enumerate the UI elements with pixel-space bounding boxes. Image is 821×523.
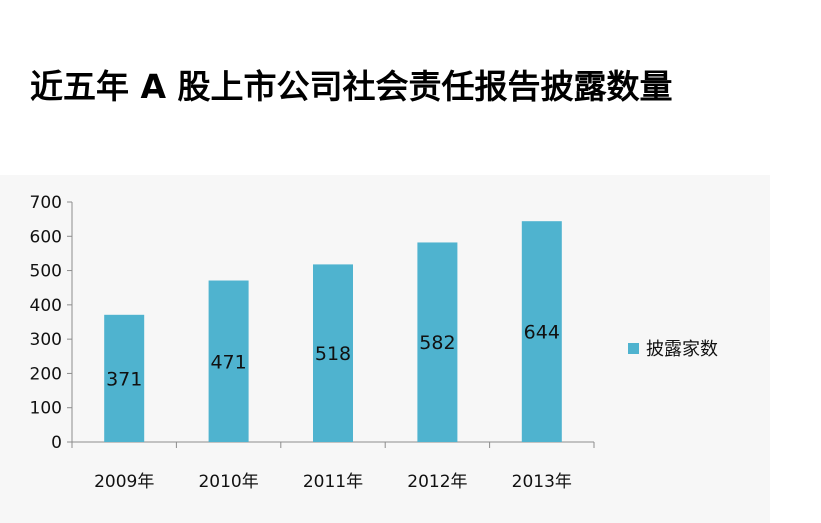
- y-tick-label: 500: [30, 262, 62, 282]
- x-tick-label: 2010年: [198, 472, 258, 492]
- y-tick-label: 600: [30, 227, 62, 247]
- legend-label: 披露家数: [646, 339, 718, 360]
- chart-title: 近五年 A 股上市公司社会责任报告披露数量: [30, 67, 673, 106]
- y-tick-label: 300: [30, 330, 62, 350]
- legend-swatch: [628, 343, 639, 354]
- data-label: 582: [419, 332, 455, 354]
- bar: [208, 280, 249, 442]
- data-label: 518: [315, 343, 351, 365]
- data-label: 371: [106, 368, 142, 390]
- y-tick-label: 400: [30, 296, 62, 316]
- bar: [417, 242, 458, 442]
- x-tick-label: 2013年: [512, 472, 572, 492]
- x-tick-label: 2009年: [94, 472, 154, 492]
- x-tick-label: 2011年: [303, 472, 363, 492]
- y-tick-label: 700: [30, 193, 62, 213]
- bar: [313, 264, 353, 442]
- data-label: 644: [524, 322, 560, 344]
- y-tick-label: 200: [30, 364, 62, 384]
- bar: [521, 221, 562, 442]
- y-tick-label: 100: [30, 399, 62, 419]
- bar: [104, 314, 145, 442]
- data-label: 471: [210, 351, 246, 373]
- x-tick-label: 2012年: [407, 472, 467, 492]
- y-tick-label: 0: [51, 433, 62, 453]
